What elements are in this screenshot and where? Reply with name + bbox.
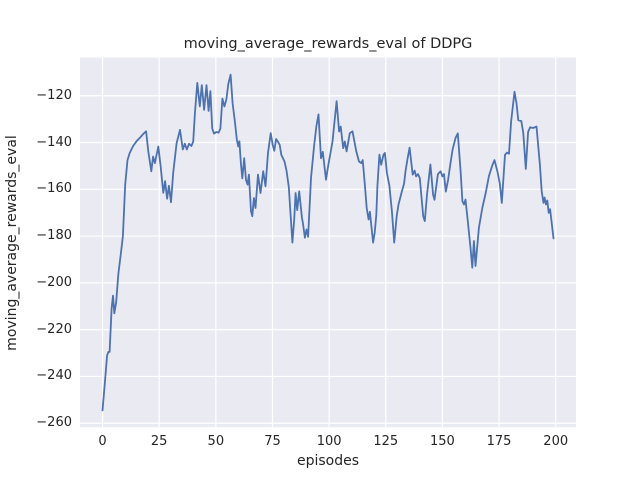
y-tick-label: −180 [36, 228, 72, 244]
x-tick-label: 25 [150, 434, 168, 449]
y-tick-label: −220 [36, 321, 72, 337]
chart-title: moving_average_rewards_eval of DDPG [183, 36, 473, 52]
x-tick-label: 150 [430, 434, 455, 449]
x-tick-label: 75 [264, 434, 281, 449]
y-tick-label: −120 [36, 87, 72, 103]
x-tick-label: 0 [98, 434, 107, 449]
y-tick-label: −200 [36, 274, 72, 290]
x-tick-label: 175 [486, 434, 512, 449]
x-tick-label: 100 [316, 434, 342, 449]
x-axis-label: episodes [296, 453, 360, 469]
y-tick-label: −260 [36, 415, 72, 431]
y-tick-label: −240 [36, 368, 72, 384]
y-tick-label: −140 [36, 134, 72, 150]
x-tick-label: 200 [543, 434, 569, 449]
x-tick-label: 125 [373, 434, 399, 449]
x-tick-label: 50 [207, 434, 225, 449]
axes-background [80, 57, 576, 428]
y-tick-label: −160 [36, 181, 72, 197]
ddpg-series-line [101, 73, 555, 412]
